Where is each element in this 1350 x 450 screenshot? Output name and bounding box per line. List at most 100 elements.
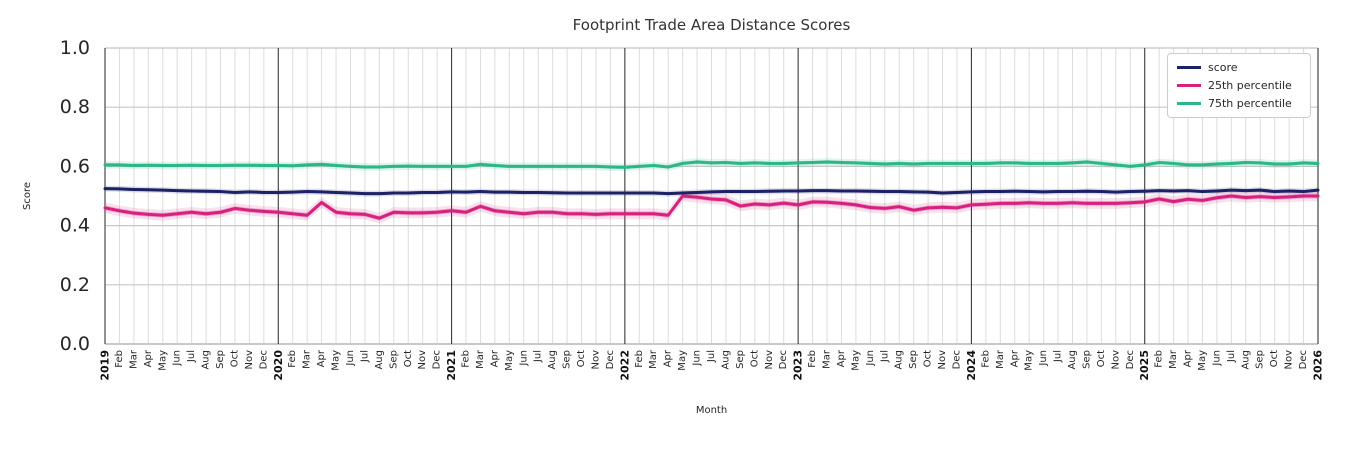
legend-label: score bbox=[1208, 61, 1238, 74]
x-tick-month-label: Dec bbox=[432, 350, 443, 369]
x-tick-month-label: Sep bbox=[1081, 350, 1092, 369]
x-tick-month-label: Aug bbox=[894, 350, 905, 370]
y-tick-label: 0.2 bbox=[60, 274, 90, 296]
x-tick-month-label: Aug bbox=[720, 350, 731, 370]
x-tick-month-label: Aug bbox=[547, 350, 558, 370]
x-tick-month-label: Oct bbox=[229, 350, 240, 367]
x-tick-month-label: Sep bbox=[908, 350, 919, 369]
x-tick-month-label: Oct bbox=[403, 350, 414, 367]
x-tick-year-label: 2021 bbox=[445, 350, 458, 381]
x-tick-month-label: Oct bbox=[1096, 350, 1107, 367]
x-tick-month-label: May bbox=[331, 350, 342, 371]
x-tick-month-label: Mar bbox=[475, 349, 486, 369]
x-tick-month-label: Jun bbox=[518, 350, 529, 367]
x-tick-labels: 2019 Feb Mar Apr May Jun Jul Aug Sep Oct Nov Dec 202… bbox=[99, 349, 1325, 381]
x-tick-month-label: Nov bbox=[590, 350, 601, 370]
x-tick-month-label: May bbox=[1024, 350, 1035, 371]
x-tick-month-label: Dec bbox=[258, 350, 269, 369]
x-tick-month-label: Feb bbox=[634, 350, 645, 368]
x-tick-month-label: Jul bbox=[879, 350, 890, 363]
legend-label: 75th percentile bbox=[1208, 97, 1292, 110]
legend-item-75th-percentile: 75th percentile bbox=[1177, 97, 1301, 110]
x-tick-month-label: Dec bbox=[778, 350, 789, 369]
x-tick-month-label: Nov bbox=[764, 350, 775, 370]
x-tick-month-label: Mar bbox=[995, 349, 1006, 369]
x-tick-month-label: Apr bbox=[1009, 349, 1020, 367]
x-tick-month-label: Sep bbox=[562, 350, 573, 369]
x-tick-month-label: Nov bbox=[1110, 350, 1121, 370]
x-tick-month-label: Feb bbox=[807, 350, 818, 368]
x-tick-month-label: Feb bbox=[980, 350, 991, 368]
legend-item-25th-percentile: 25th percentile bbox=[1177, 79, 1301, 92]
x-tick-month-label: Feb bbox=[287, 350, 298, 368]
x-tick-month-label: Nov bbox=[1284, 350, 1295, 370]
legend: score 25th percentile 75th percentile bbox=[1167, 53, 1311, 118]
band-25th-percentile bbox=[105, 190, 1318, 224]
x-tick-month-label: Jul bbox=[1053, 350, 1064, 363]
x-tick-month-label: Jul bbox=[359, 350, 370, 363]
x-tick-month-label: Mar bbox=[302, 349, 313, 369]
x-tick-month-label: Jun bbox=[172, 350, 183, 367]
x-tick-month-label: Oct bbox=[749, 350, 760, 367]
x-tick-month-label: Jun bbox=[1211, 350, 1222, 367]
x-tick-month-label: Apr bbox=[143, 349, 154, 367]
x-tick-year-label: 2025 bbox=[1138, 350, 1151, 381]
x-tick-month-label: Jun bbox=[345, 350, 356, 367]
legend-label: 25th percentile bbox=[1208, 79, 1292, 92]
x-tick-month-label: Mar bbox=[1168, 349, 1179, 369]
legend-swatch-icon bbox=[1177, 102, 1201, 105]
y-tick-label: 0.4 bbox=[60, 215, 90, 237]
x-tick-month-label: Apr bbox=[663, 349, 674, 367]
x-tick-month-label: Apr bbox=[316, 349, 327, 367]
x-tick-month-label: Dec bbox=[1298, 350, 1309, 369]
x-tick-month-label: Dec bbox=[951, 350, 962, 369]
x-tick-month-label: Sep bbox=[735, 350, 746, 369]
y-tick-labels: 0.0 0.2 0.4 0.6 0.8 1.0 bbox=[60, 37, 90, 355]
x-tick-month-label: May bbox=[850, 350, 861, 371]
x-axis-label: Month bbox=[695, 405, 728, 416]
y-axis-label: Score bbox=[22, 182, 33, 211]
x-tick-month-label: Aug bbox=[1067, 350, 1078, 370]
x-tick-month-label: Jul bbox=[706, 350, 717, 363]
x-tick-month-label: Dec bbox=[1125, 350, 1136, 369]
y-tick-label: 0.6 bbox=[60, 155, 90, 177]
x-tick-month-label: Sep bbox=[388, 350, 399, 369]
y-tick-label: 0.0 bbox=[60, 333, 90, 355]
line-score bbox=[103, 187, 1320, 196]
line-25th-percentile bbox=[103, 194, 1320, 220]
x-tick-month-label: May bbox=[677, 350, 688, 371]
x-tick-month-label: Aug bbox=[1240, 350, 1251, 370]
x-tick-month-label: Mar bbox=[128, 349, 139, 369]
x-tick-month-label: Aug bbox=[201, 350, 212, 370]
x-tick-month-label: Jul bbox=[533, 350, 544, 363]
y-tick-label: 1.0 bbox=[60, 37, 90, 59]
x-tick-month-label: Oct bbox=[1269, 350, 1280, 367]
data-lines bbox=[103, 160, 1320, 220]
y-tick-label: 0.8 bbox=[60, 96, 90, 118]
x-tick-month-label: Sep bbox=[1255, 350, 1266, 369]
x-tick-year-label: 2024 bbox=[965, 350, 978, 381]
year-separator-lines bbox=[104, 48, 1319, 344]
x-tick-year-label: 2019 bbox=[99, 350, 112, 381]
legend-item-score: score bbox=[1177, 61, 1301, 74]
x-tick-month-label: Nov bbox=[244, 350, 255, 370]
x-tick-month-label: Mar bbox=[822, 349, 833, 369]
x-tick-month-label: Oct bbox=[576, 350, 587, 367]
x-tick-month-label: Nov bbox=[937, 350, 948, 370]
x-tick-month-label: Apr bbox=[1183, 349, 1194, 367]
x-tick-month-label: Feb bbox=[461, 350, 472, 368]
x-tick-month-label: Jun bbox=[865, 350, 876, 367]
x-tick-month-label: Aug bbox=[374, 350, 385, 370]
x-tick-month-label: Jun bbox=[692, 350, 703, 367]
x-tick-month-label: Jun bbox=[1038, 350, 1049, 367]
x-tick-month-label: Feb bbox=[114, 350, 125, 368]
x-tick-month-label: Apr bbox=[836, 349, 847, 367]
chart-title: Footprint Trade Area Distance Scores bbox=[572, 16, 851, 34]
legend-swatch-icon bbox=[1177, 66, 1201, 69]
x-tick-month-label: Mar bbox=[648, 349, 659, 369]
x-tick-month-label: May bbox=[157, 350, 168, 371]
x-tick-month-label: May bbox=[1197, 350, 1208, 371]
x-tick-month-label: Nov bbox=[417, 350, 428, 370]
